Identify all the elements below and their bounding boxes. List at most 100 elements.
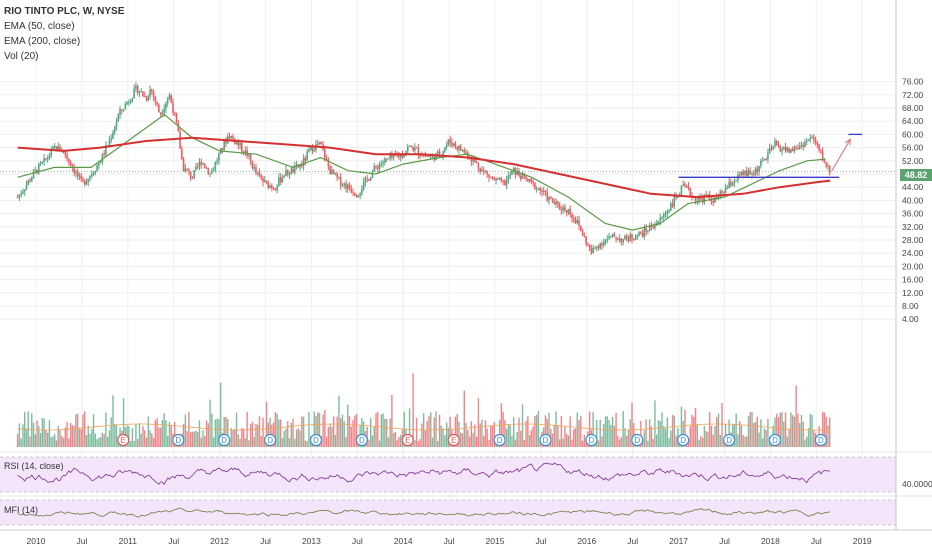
candle-body [602, 242, 605, 246]
candle-body [482, 169, 485, 171]
volume-bar [493, 422, 495, 447]
candle-body [797, 148, 799, 150]
candle-body [754, 168, 757, 174]
candle-body [286, 170, 289, 175]
candle-body [221, 148, 224, 150]
ema200-label[interactable]: EMA (200, close) [4, 36, 81, 47]
volume-label[interactable]: Vol (20) [4, 51, 39, 62]
ema50-label[interactable]: EMA (50, close) [4, 21, 75, 32]
candle-body [57, 146, 60, 151]
volume-bar [325, 436, 328, 447]
volume-bar [414, 440, 416, 447]
volume-bar [428, 415, 430, 447]
volume-bar [219, 382, 222, 447]
volume-bar [108, 430, 111, 447]
candle-body [341, 185, 344, 187]
candle-body [811, 137, 813, 139]
candle-body [387, 158, 390, 160]
volume-bar [237, 434, 240, 447]
candle-body [34, 169, 37, 172]
candle-body [398, 155, 400, 158]
candle-body [461, 150, 464, 152]
volume-bar [182, 424, 185, 447]
volume-bar [198, 420, 201, 447]
y-tick-label: 20.00 [902, 261, 924, 271]
candle-body [20, 193, 22, 195]
volume-bar [791, 415, 794, 447]
volume-bar [32, 422, 35, 447]
candle-body [601, 243, 603, 246]
candle-body [186, 168, 188, 171]
candle-body [643, 227, 646, 237]
volume-bar [633, 422, 635, 447]
volume-bar [631, 402, 633, 447]
volume-bar [69, 422, 72, 447]
volume-bar [336, 416, 338, 447]
volume-bar [348, 416, 351, 447]
volume-bar [101, 432, 104, 447]
volume-bar [340, 418, 342, 447]
candle-body [119, 109, 121, 115]
candle-body [459, 145, 462, 151]
volume-bar [257, 424, 259, 447]
candle-body [87, 178, 90, 182]
volume-bar [737, 434, 739, 447]
candle-body [694, 196, 697, 203]
candle-body [527, 178, 529, 182]
candle-body [64, 149, 67, 155]
volume-bar [230, 428, 232, 447]
volume-bar [622, 411, 624, 447]
volume-bar [553, 425, 556, 447]
volume-bar [128, 426, 130, 447]
volume-bar [449, 416, 451, 447]
volume-bar [643, 430, 646, 447]
candle-body [507, 176, 510, 180]
candle-body [558, 203, 561, 209]
volume-bar [703, 425, 706, 447]
candle-body [375, 166, 377, 168]
candle-body [131, 97, 134, 102]
volume-bar [48, 420, 51, 447]
volume-bar [43, 418, 45, 447]
candle-body [276, 186, 278, 190]
volume-bar [287, 421, 289, 447]
candle-body [578, 220, 580, 226]
candle-body [214, 162, 217, 170]
volume-bar [209, 399, 211, 447]
dividend-marker [493, 433, 506, 447]
volume-bar [664, 428, 667, 447]
time-axis: 2010 Jul 2011 Jul 2012 Jul 2013 Jul 2014 Jul 2015 J… [0, 529, 932, 546]
candle-body [361, 189, 363, 194]
mfi-pane [0, 495, 932, 526]
volume-bar [714, 426, 716, 447]
candle-body [203, 163, 206, 168]
volume-bar [680, 406, 683, 447]
candle-body [491, 177, 494, 179]
volume-bar [544, 415, 547, 447]
volume-bar [767, 418, 769, 447]
volume-bar [821, 411, 824, 447]
candle-body [320, 141, 323, 145]
volume-bar [57, 426, 59, 447]
volume-bar [251, 421, 254, 447]
candle-body [650, 225, 653, 228]
mfi-label[interactable]: MFI (14) [4, 505, 39, 515]
candle-body [403, 155, 406, 158]
volume-bar [332, 416, 335, 447]
y-tick-label: 72.00 [902, 90, 924, 100]
rsi-label[interactable]: RSI (14, close) [4, 461, 64, 471]
candle-body [742, 171, 745, 175]
candle-body [212, 169, 215, 171]
candle-body [437, 151, 439, 154]
candle-body [429, 156, 432, 158]
candle-body [241, 142, 243, 152]
candle-body [196, 166, 199, 168]
candle-body [22, 191, 24, 194]
candle-body [698, 197, 700, 202]
candle-body [373, 166, 376, 172]
volume-bar [370, 417, 372, 447]
volume-bar [149, 430, 151, 447]
candle-body [45, 158, 47, 160]
candle-body [272, 188, 275, 190]
